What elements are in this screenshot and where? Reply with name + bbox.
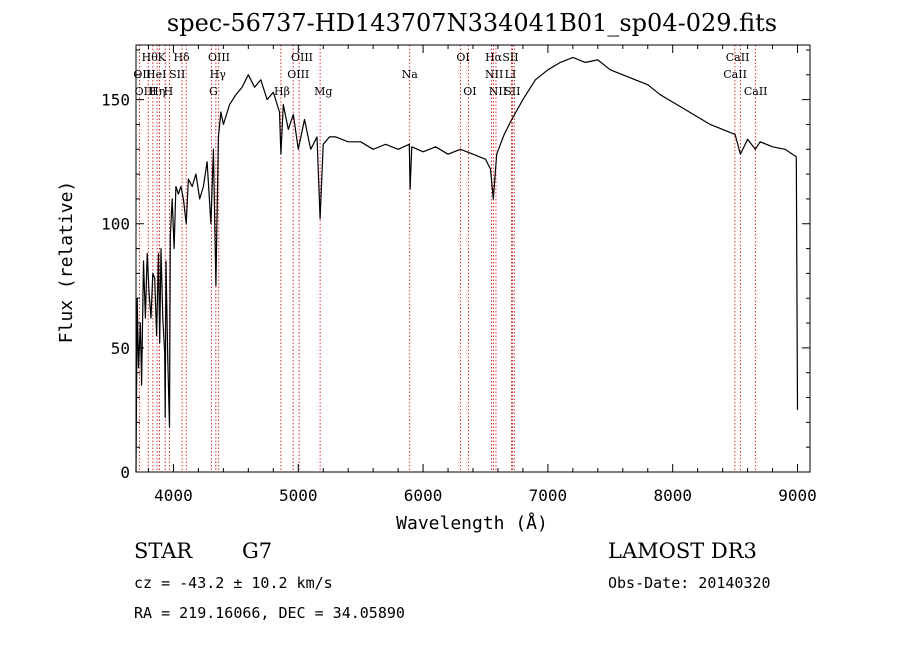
x-tick-label: 9000 <box>778 486 817 505</box>
line-marker-label: OI <box>456 51 469 64</box>
line-marker-label: CaII <box>726 51 750 64</box>
survey-name: LAMOST DR3 <box>608 539 757 563</box>
line-marker-label: OIII <box>291 51 313 64</box>
line-marker-label: Na <box>402 68 419 81</box>
line-marker-label: H <box>164 85 174 98</box>
line-marker-label: OIII <box>135 85 157 98</box>
x-tick-label: 5000 <box>279 486 318 505</box>
object-class: STAR <box>134 539 193 563</box>
line-marker-label: Hθ <box>142 51 159 64</box>
line-marker-label: CaII <box>744 85 768 98</box>
line-marker-label: SII <box>169 68 185 81</box>
line-marker-label: SII <box>502 51 518 64</box>
line-marker-label: OIII <box>287 68 309 81</box>
line-marker-label: OII <box>133 68 151 81</box>
line-marker-label: OIII <box>208 51 230 64</box>
line-marker-label: Hη <box>149 85 165 98</box>
line-marker-label: HeI <box>146 68 166 81</box>
line-marker-label: Hδ <box>173 51 190 64</box>
y-axis-ticks: 0 50 100 150 <box>101 49 810 482</box>
y-tick-label: 150 <box>101 91 130 110</box>
x-axis-label: Wavelength (Å) <box>396 512 548 534</box>
line-marker-label: NII <box>485 68 503 81</box>
y-tick-label: 50 <box>111 339 130 358</box>
y-tick-label: 0 <box>120 463 130 482</box>
x-tick-label: 8000 <box>653 486 692 505</box>
x-tick-label: 4000 <box>154 486 193 505</box>
line-marker-label: Hα <box>485 51 503 64</box>
line-markers <box>138 45 756 472</box>
line-marker-label: NII <box>489 85 507 98</box>
line-marker-label: K <box>157 51 166 64</box>
y-axis-label: Flux (relative) <box>56 181 77 344</box>
x-axis-ticks: 4000 5000 6000 7000 8000 9000 <box>147 45 817 505</box>
chart-title: spec-56737-HD143707N334041B01_sp04-029.f… <box>167 9 777 37</box>
x-tick-label: 6000 <box>404 486 443 505</box>
line-marker-label: LI <box>505 68 517 81</box>
line-marker-label: OI <box>463 85 476 98</box>
line-marker-label: Hγ <box>210 68 227 81</box>
x-tick-label: 7000 <box>529 486 568 505</box>
line-marker-label: G <box>209 85 218 98</box>
y-tick-label: 100 <box>101 215 130 234</box>
redshift-text: cz = -43.2 ± 10.2 km/s <box>134 574 333 592</box>
line-marker-label: Hβ <box>274 85 290 98</box>
plot-frame <box>135 44 811 473</box>
object-subclass: G7 <box>242 539 273 563</box>
line-marker-label: CaII <box>723 68 747 81</box>
spectrum-series-line <box>135 56 799 473</box>
line-marker-label: Mg <box>314 85 332 98</box>
obs-date: Obs-Date: 20140320 <box>608 574 771 592</box>
coordinates: RA = 219.16066, DEC = 34.05890 <box>134 604 405 622</box>
line-marker-label: SII <box>504 85 520 98</box>
